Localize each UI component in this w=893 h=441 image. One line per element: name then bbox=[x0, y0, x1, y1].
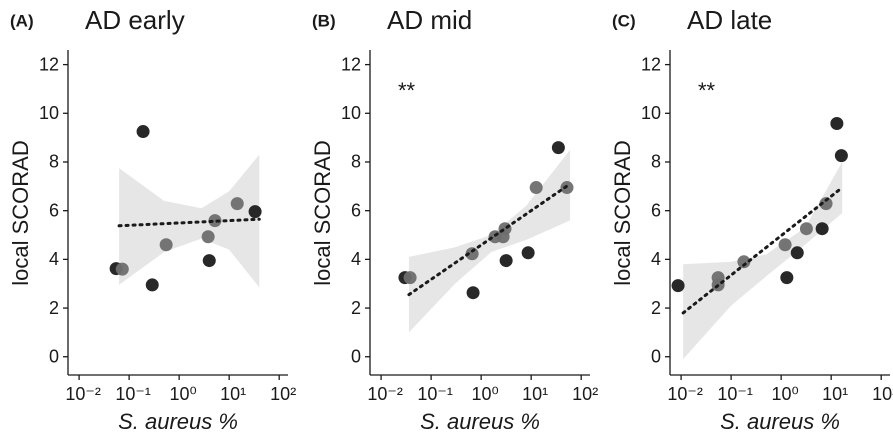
y-tick-label: 4 bbox=[651, 249, 661, 269]
annotation: ** bbox=[398, 78, 416, 103]
x-tick-label: 10¹ bbox=[220, 384, 246, 404]
data-point bbox=[711, 271, 725, 285]
y-tick-label: 4 bbox=[49, 249, 59, 269]
y-tick-label: 8 bbox=[351, 152, 361, 172]
y-tick-label: 12 bbox=[641, 54, 661, 74]
x-tick-label: 10⁰ bbox=[472, 384, 499, 404]
panel-label: (A) bbox=[10, 11, 34, 30]
x-axis-label: S. aureus % bbox=[720, 409, 840, 434]
data-point bbox=[778, 238, 792, 252]
x-tick-label: 10⁻² bbox=[367, 384, 403, 404]
x-tick-label: 10⁻² bbox=[65, 384, 101, 404]
y-axis-label: local SCORAD bbox=[8, 140, 33, 285]
data-point bbox=[202, 254, 216, 268]
x-axis-label: S. aureus % bbox=[420, 409, 540, 434]
x-tick-label: 10¹ bbox=[822, 384, 848, 404]
y-tick-label: 2 bbox=[49, 298, 59, 318]
y-tick-label: 10 bbox=[341, 103, 361, 123]
data-point bbox=[248, 205, 262, 219]
data-point bbox=[815, 222, 829, 236]
x-tick-label: 10⁰ bbox=[170, 384, 197, 404]
panel-title: AD mid bbox=[387, 5, 472, 35]
fit-line bbox=[117, 217, 261, 228]
x-tick-label: 10⁻¹ bbox=[115, 384, 151, 404]
annotation: ** bbox=[698, 78, 716, 103]
panel-label: (B) bbox=[312, 11, 336, 30]
y-tick-label: 6 bbox=[651, 200, 661, 220]
data-point bbox=[780, 271, 794, 285]
data-point bbox=[145, 278, 159, 292]
data-point bbox=[499, 254, 513, 268]
data-point bbox=[799, 222, 813, 236]
y-axis-label: local SCORAD bbox=[310, 140, 335, 285]
x-tick-label: 10⁰ bbox=[772, 384, 799, 404]
x-axis-label: S. aureus % bbox=[118, 409, 238, 434]
data-point bbox=[819, 197, 833, 211]
data-point bbox=[551, 141, 565, 155]
fit-line bbox=[407, 182, 572, 297]
panel-title: AD late bbox=[687, 5, 772, 35]
y-tick-label: 12 bbox=[341, 54, 361, 74]
x-tick-label: 10⁻¹ bbox=[717, 384, 753, 404]
data-point bbox=[529, 181, 543, 195]
x-tick-label: 10⁻² bbox=[667, 384, 703, 404]
data-point bbox=[834, 149, 848, 163]
data-point bbox=[521, 246, 535, 260]
data-point bbox=[498, 222, 512, 236]
y-axis-label: local SCORAD bbox=[610, 140, 635, 285]
x-tick-label: 10¹ bbox=[522, 384, 548, 404]
data-point bbox=[671, 279, 685, 293]
data-point bbox=[790, 246, 804, 260]
panel-label: (C) bbox=[612, 11, 636, 30]
confidence-band bbox=[408, 149, 571, 333]
y-tick-label: 0 bbox=[49, 346, 59, 366]
y-tick-label: 0 bbox=[351, 346, 361, 366]
data-point bbox=[159, 238, 173, 252]
y-tick-label: 8 bbox=[49, 152, 59, 172]
data-point bbox=[466, 286, 480, 300]
y-tick-label: 8 bbox=[651, 152, 661, 172]
y-tick-label: 0 bbox=[651, 346, 661, 366]
y-tick-label: 2 bbox=[651, 298, 661, 318]
y-tick-label: 2 bbox=[351, 298, 361, 318]
y-tick-label: 4 bbox=[351, 249, 361, 269]
y-tick-label: 10 bbox=[641, 103, 661, 123]
panel-title: AD early bbox=[85, 5, 185, 35]
x-tick-label: 10² bbox=[270, 384, 296, 404]
data-point bbox=[115, 262, 129, 276]
data-point bbox=[201, 230, 215, 244]
x-tick-label: 10² bbox=[572, 384, 598, 404]
y-tick-label: 10 bbox=[39, 103, 59, 123]
data-point bbox=[208, 214, 222, 228]
data-point bbox=[230, 197, 244, 211]
data-point bbox=[403, 271, 417, 285]
data-point bbox=[737, 255, 751, 269]
fit-line bbox=[681, 186, 844, 315]
x-tick-label: 10⁻¹ bbox=[417, 384, 453, 404]
x-tick-label: 10² bbox=[872, 384, 893, 404]
data-point bbox=[830, 117, 844, 131]
confidence-band bbox=[683, 161, 843, 360]
y-tick-label: 12 bbox=[39, 54, 59, 74]
y-tick-label: 6 bbox=[49, 200, 59, 220]
y-tick-label: 6 bbox=[351, 200, 361, 220]
data-point bbox=[136, 125, 150, 139]
